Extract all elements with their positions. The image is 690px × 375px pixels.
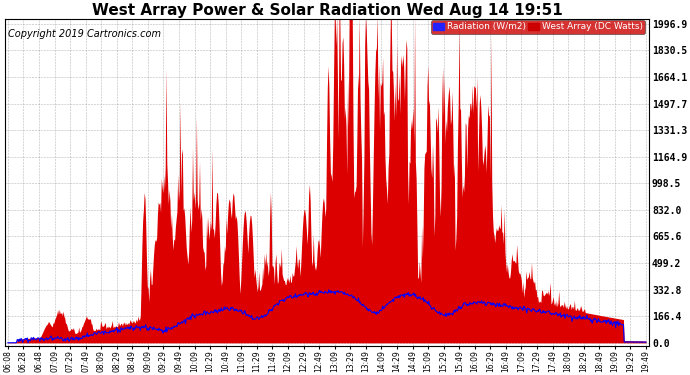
Legend: Radiation (W/m2), West Array (DC Watts): Radiation (W/m2), West Array (DC Watts) (431, 20, 645, 34)
Text: Copyright 2019 Cartronics.com: Copyright 2019 Cartronics.com (8, 29, 161, 39)
Title: West Array Power & Solar Radiation Wed Aug 14 19:51: West Array Power & Solar Radiation Wed A… (92, 3, 562, 18)
